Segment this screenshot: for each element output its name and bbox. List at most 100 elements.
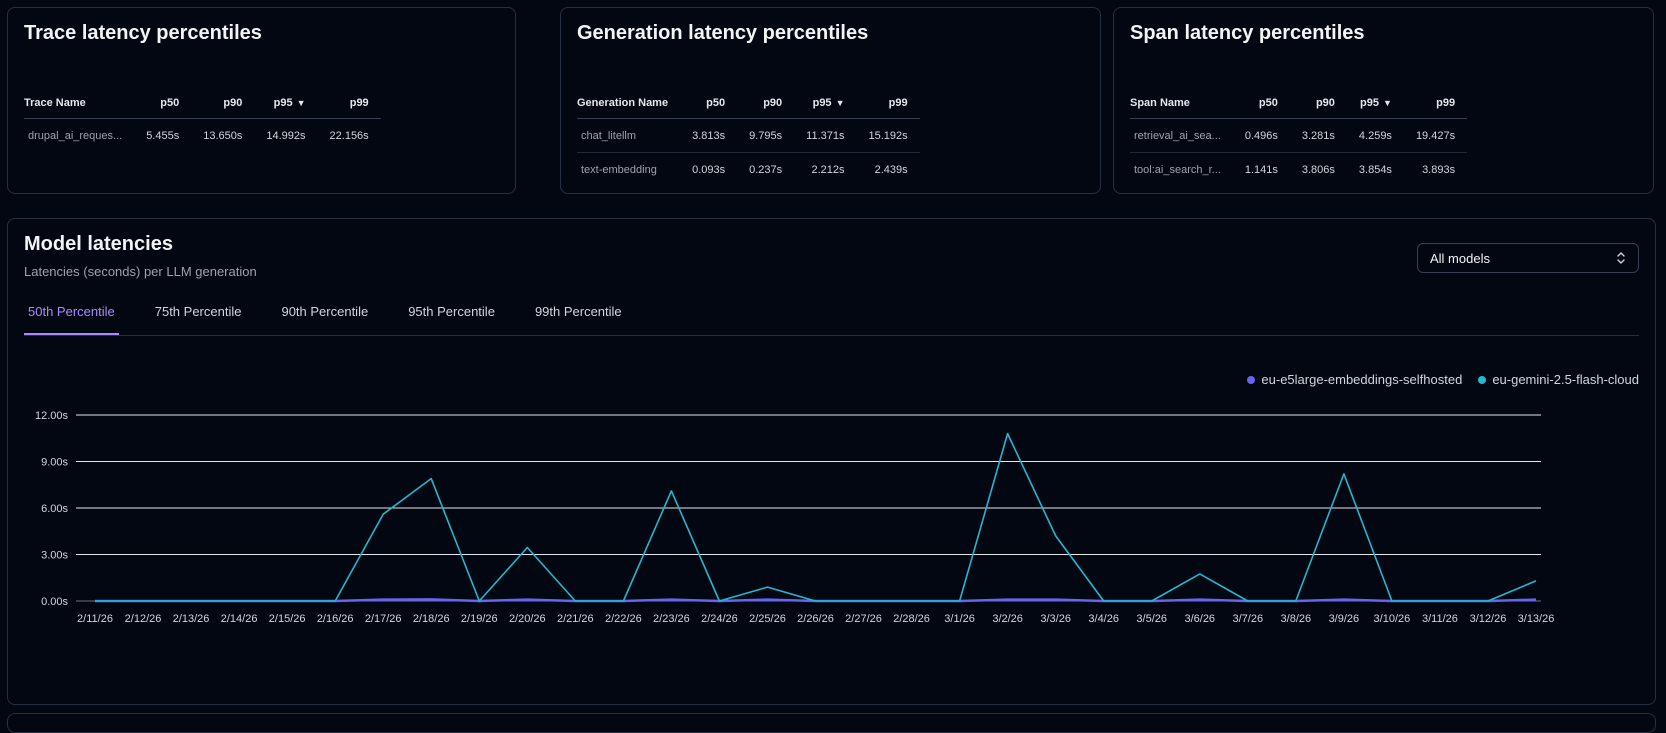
card-title: Trace latency percentiles xyxy=(24,22,262,44)
legend-item-embeddings[interactable]: eu-e5large-embeddings-selfhosted xyxy=(1247,372,1462,387)
sort-desc-icon: ▼ xyxy=(835,98,845,108)
x-tick-label: 2/27/26 xyxy=(845,613,882,625)
x-tick-label: 2/16/26 xyxy=(317,613,354,625)
column-header-name[interactable]: Span Name xyxy=(1130,88,1233,119)
p50-cell: 1.141s xyxy=(1244,163,1278,176)
x-tick-label: 2/21/26 xyxy=(557,613,594,625)
x-tick-label: 3/5/26 xyxy=(1136,613,1167,625)
p90-cell: 13.650s xyxy=(203,129,243,142)
trace-percentile-table: Trace Name p50 p90 p95 ▼ p99 drupal_ai_re… xyxy=(24,88,381,152)
x-tick-label: 3/8/26 xyxy=(1281,613,1312,625)
column-header-label: p95 xyxy=(273,97,293,109)
chevron-up-down-icon xyxy=(1617,252,1625,264)
x-tick-label: 2/25/26 xyxy=(749,613,786,625)
p50-cell: 3.813s xyxy=(680,118,738,153)
y-tick-label: 12.00s xyxy=(35,410,69,422)
p90-cell: 3.281s xyxy=(1289,118,1347,153)
x-tick-label: 2/22/26 xyxy=(605,613,642,625)
column-header-p95[interactable]: p95 ▼ xyxy=(794,88,857,119)
chart-legend: eu-e5large-embeddings-selfhosted eu-gemi… xyxy=(1247,372,1639,387)
x-tick-label: 3/10/26 xyxy=(1374,613,1411,625)
tab-50th-percentile[interactable]: 50th Percentile xyxy=(24,299,119,335)
x-tick-label: 3/3/26 xyxy=(1040,613,1071,625)
legend-dot xyxy=(1478,375,1487,384)
p90-cell: 0.237s xyxy=(749,163,783,176)
x-tick-label: 2/17/26 xyxy=(365,613,402,625)
table-header-row: Span Name p50 p90 p95 ▼ p99 xyxy=(1130,88,1468,119)
sort-desc-icon: ▼ xyxy=(296,98,306,108)
card-title: Generation latency percentiles xyxy=(577,22,869,44)
column-header-p50[interactable]: p50 xyxy=(134,88,192,119)
trace-name-cell: drupal_ai_reques... xyxy=(28,129,123,142)
model-select[interactable]: All models xyxy=(1417,243,1639,273)
legend-item-gemini[interactable]: eu-gemini-2.5-flash-cloud xyxy=(1478,372,1639,387)
p50-cell: 0.093s xyxy=(692,163,726,176)
tab-90th-percentile[interactable]: 90th Percentile xyxy=(281,304,369,319)
model-select-value: All models xyxy=(1430,250,1490,266)
p99-cell: 3.893s xyxy=(1422,163,1456,176)
column-header-p95[interactable]: p95 ▼ xyxy=(1346,88,1404,119)
span-latency-card: Span latency percentiles Span Name p50 p… xyxy=(1113,7,1654,194)
column-header-p90[interactable]: p90 xyxy=(737,88,795,119)
x-tick-label: 2/20/26 xyxy=(509,613,546,625)
column-header-name[interactable]: Trace Name xyxy=(24,88,135,119)
p50-cell: 0.496s xyxy=(1232,118,1290,153)
legend-label: eu-e5large-embeddings-selfhosted xyxy=(1261,372,1463,387)
column-header-p50[interactable]: p50 xyxy=(1232,88,1290,119)
column-header-p50[interactable]: p50 xyxy=(680,88,738,119)
p90-cell: 9.795s xyxy=(737,118,795,153)
series-line-gemini[interactable] xyxy=(95,432,1537,602)
card-title: Span latency percentiles xyxy=(1130,22,1365,44)
column-header-p99[interactable]: p99 xyxy=(317,88,381,119)
column-header-p99[interactable]: p99 xyxy=(1403,88,1468,119)
span-percentile-table: Span Name p50 p90 p95 ▼ p99 retrieval_ai_… xyxy=(1130,88,1468,187)
model-latencies-subtitle: Latencies (seconds) per LLM generation xyxy=(24,264,257,279)
legend-dot xyxy=(1247,375,1256,384)
x-tick-label: 3/11/26 xyxy=(1422,613,1458,625)
x-tick-label: 2/18/26 xyxy=(413,613,450,625)
tab-95th-percentile[interactable]: 95th Percentile xyxy=(408,304,495,319)
table-row[interactable]: drupal_ai_reques... 5.455s 13.650s 14.99… xyxy=(24,119,381,153)
x-tick-label: 3/2/26 xyxy=(992,613,1023,625)
generation-percentile-table: Generation Name p50 p90 p95 ▼ p99 chat_li… xyxy=(577,88,920,186)
p99-cell: 15.192s xyxy=(856,118,920,153)
span-name-cell: tool:ai_search_r... xyxy=(1134,163,1221,176)
next-card xyxy=(7,713,1656,733)
column-header-p90[interactable]: p90 xyxy=(1289,88,1347,119)
percentile-tabs: 50th Percentile 75th Percentile 90th Per… xyxy=(24,299,1639,336)
table-row[interactable]: retrieval_ai_sea... 0.496s 3.281s 4.259s… xyxy=(1130,118,1468,153)
tab-75th-percentile[interactable]: 75th Percentile xyxy=(154,304,242,319)
table-row[interactable]: chat_litellm 3.813s 9.795s 11.371s 15.19… xyxy=(577,118,920,153)
p95-cell: 11.371s xyxy=(794,118,857,153)
column-header-p95[interactable]: p95 ▼ xyxy=(254,88,318,119)
latency-line-chart: 12.00s 9.00s 6.00s 3.00s 0.00s 2/11/26 2/12/26… xyxy=(35,410,1555,625)
x-tick-label: 2/14/26 xyxy=(221,613,258,625)
p95-cell: 14.992s xyxy=(266,129,306,142)
legend-label: eu-gemini-2.5-flash-cloud xyxy=(1492,372,1639,387)
x-tick-label: 3/4/26 xyxy=(1088,613,1119,625)
x-tick-label: 3/1/26 xyxy=(944,613,975,625)
model-latencies-title: Model latencies xyxy=(24,233,173,255)
table-row[interactable]: tool:ai_search_r... 1.141s 3.806s 3.854s… xyxy=(1130,153,1467,187)
column-header-label: p95 xyxy=(1360,97,1380,109)
generation-name-cell: text-embedding xyxy=(581,163,657,176)
generation-name-cell: chat_litellm xyxy=(577,118,681,153)
y-tick-label: 0.00s xyxy=(41,596,68,608)
p99-cell: 19.427s xyxy=(1403,118,1468,153)
column-header-p90[interactable]: p90 xyxy=(191,88,255,119)
x-tick-label: 2/24/26 xyxy=(701,613,738,625)
p50-cell: 5.455s xyxy=(146,129,180,142)
column-header-name[interactable]: Generation Name xyxy=(577,88,681,119)
table-row[interactable]: text-embedding 0.093s 0.237s 2.212s 2.43… xyxy=(577,153,920,187)
p99-cell: 2.439s xyxy=(874,163,908,176)
p99-cell: 22.156s xyxy=(329,129,369,142)
table-header-row: Generation Name p50 p90 p95 ▼ p99 xyxy=(577,88,920,119)
p95-cell: 4.259s xyxy=(1346,118,1404,153)
sort-desc-icon: ▼ xyxy=(1383,98,1392,108)
x-tick-label: 2/15/26 xyxy=(269,613,306,625)
p90-cell: 3.806s xyxy=(1301,163,1335,176)
column-header-p99[interactable]: p99 xyxy=(856,88,920,119)
x-tick-label: 3/13/26 xyxy=(1518,613,1555,625)
x-tick-label: 3/7/26 xyxy=(1233,613,1264,625)
tab-99th-percentile[interactable]: 99th Percentile xyxy=(534,304,622,319)
